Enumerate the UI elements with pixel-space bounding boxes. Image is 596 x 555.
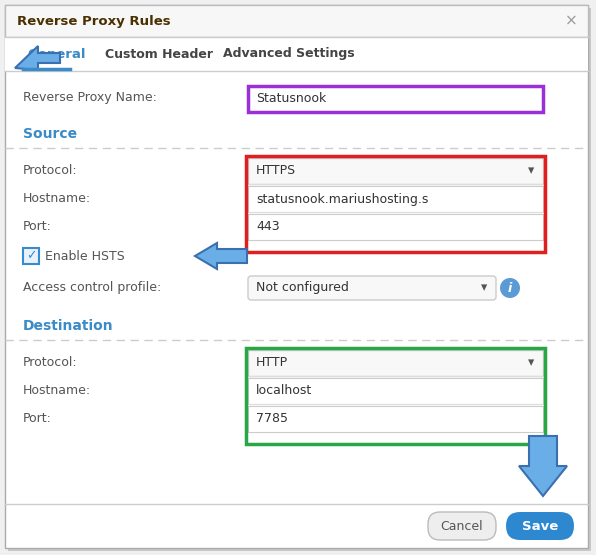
Text: HTTPS: HTTPS <box>256 164 296 178</box>
Bar <box>248 214 543 240</box>
Text: Destination: Destination <box>23 319 114 333</box>
Text: 7785: 7785 <box>256 412 288 426</box>
Circle shape <box>500 278 520 298</box>
Bar <box>5 37 588 71</box>
FancyBboxPatch shape <box>506 512 574 540</box>
Polygon shape <box>519 436 567 496</box>
Bar <box>248 406 543 432</box>
Text: Source: Source <box>23 127 77 141</box>
Text: Hostname:: Hostname: <box>23 384 91 396</box>
Text: Cancel: Cancel <box>440 519 483 532</box>
Text: Not configured: Not configured <box>256 281 349 295</box>
Polygon shape <box>195 243 247 269</box>
Text: i: i <box>508 281 512 295</box>
Text: Port:: Port: <box>23 411 52 425</box>
Text: ✓: ✓ <box>26 250 36 263</box>
Text: Port:: Port: <box>23 219 52 233</box>
Bar <box>246 156 545 252</box>
Text: ▾: ▾ <box>528 356 534 370</box>
Text: Advanced Settings: Advanced Settings <box>223 48 355 60</box>
Text: 443: 443 <box>256 220 280 234</box>
Bar <box>248 158 543 184</box>
Text: Save: Save <box>522 519 558 532</box>
Text: Custom Header: Custom Header <box>105 48 213 60</box>
Text: Protocol:: Protocol: <box>23 356 77 369</box>
Text: General: General <box>27 48 85 60</box>
Bar <box>248 378 543 404</box>
Text: ×: × <box>565 13 578 28</box>
Text: Reverse Proxy Rules: Reverse Proxy Rules <box>17 14 170 28</box>
Bar <box>248 186 543 212</box>
Text: Hostname:: Hostname: <box>23 191 91 204</box>
FancyBboxPatch shape <box>248 276 496 300</box>
Text: ▾: ▾ <box>481 281 487 295</box>
Text: Enable HSTS: Enable HSTS <box>45 250 125 263</box>
Bar <box>248 350 543 376</box>
Bar <box>23 248 39 264</box>
Text: ▾: ▾ <box>528 164 534 178</box>
Text: Reverse Proxy Name:: Reverse Proxy Name: <box>23 90 157 103</box>
Bar <box>5 5 588 37</box>
FancyBboxPatch shape <box>428 512 496 540</box>
Bar <box>246 348 545 444</box>
Polygon shape <box>15 46 60 70</box>
Text: statusnook.mariushosting.s: statusnook.mariushosting.s <box>256 193 429 205</box>
Text: Access control profile:: Access control profile: <box>23 280 162 294</box>
Text: Statusnook: Statusnook <box>256 93 326 105</box>
Text: localhost: localhost <box>256 385 312 397</box>
Text: Protocol:: Protocol: <box>23 164 77 176</box>
Bar <box>248 86 543 112</box>
Text: HTTP: HTTP <box>256 356 288 370</box>
